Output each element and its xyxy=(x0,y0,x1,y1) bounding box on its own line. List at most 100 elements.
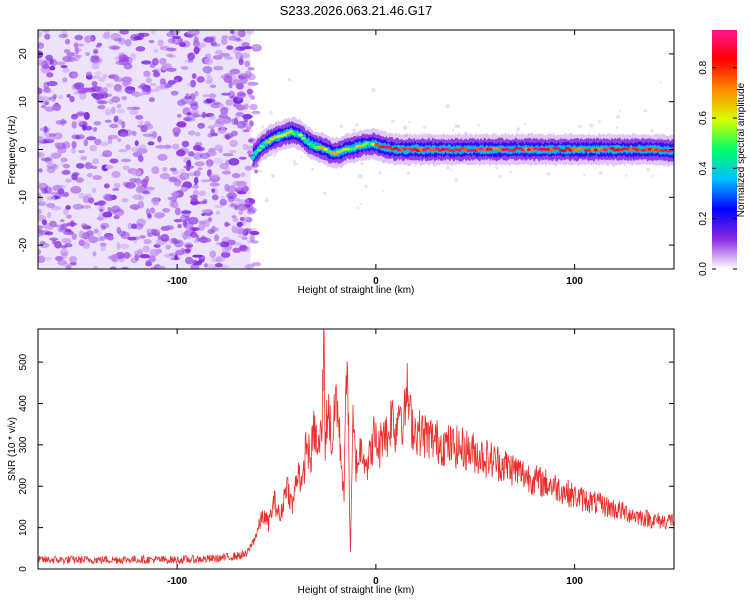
noise-speck xyxy=(583,174,586,177)
noise-blob xyxy=(38,225,43,232)
noise-blob xyxy=(187,130,196,136)
noise-blob xyxy=(55,120,63,125)
noise-blob xyxy=(137,155,144,163)
noise-blob xyxy=(187,33,193,39)
y-tick-label: 400 xyxy=(18,395,29,412)
colorbar-ramp xyxy=(712,30,737,269)
noise-speck xyxy=(352,128,357,133)
noise-blob xyxy=(71,173,78,181)
noise-blob xyxy=(247,209,256,215)
y-tick-label: 20 xyxy=(18,48,29,60)
noise-speck xyxy=(616,114,621,119)
ridge-core xyxy=(250,156,256,160)
noise-blob xyxy=(199,152,211,160)
snr-x-label: Height of straight line (km) xyxy=(298,585,415,596)
noise-blob xyxy=(242,129,250,133)
noise-blob xyxy=(53,152,62,157)
noise-blob xyxy=(176,149,186,157)
noise-blob xyxy=(61,120,67,124)
noise-blob xyxy=(91,63,100,70)
noise-blob xyxy=(188,151,195,157)
noise-blob xyxy=(43,59,54,65)
ridge-core xyxy=(555,147,561,151)
noise-blob xyxy=(61,237,72,244)
noise-speck xyxy=(454,124,459,128)
noise-blob xyxy=(238,58,244,66)
noise-blob xyxy=(215,210,221,215)
noise-blob xyxy=(60,157,68,163)
noise-blob xyxy=(53,132,63,140)
noise-blob xyxy=(180,97,190,105)
noise-blob xyxy=(181,210,192,214)
noise-blob xyxy=(99,208,104,213)
noise-speck xyxy=(261,125,264,129)
colorbar-ticks: 0.0 0.2 0.4 0.6 0.8 xyxy=(698,60,737,276)
noise-blob xyxy=(249,234,255,242)
noise-blob xyxy=(142,190,150,195)
noise-blob xyxy=(193,176,199,185)
noise-blob xyxy=(54,142,61,148)
noise-blob xyxy=(206,169,212,177)
noise-blob xyxy=(155,145,166,149)
noise-blob xyxy=(38,201,47,207)
noise-blob xyxy=(104,194,115,202)
colorbar-tick-label: 0.8 xyxy=(698,60,709,74)
noise-blob xyxy=(121,198,129,203)
noise-speck xyxy=(477,124,480,127)
noise-blob xyxy=(143,123,154,130)
noise-blob xyxy=(75,134,85,140)
noise-blob xyxy=(185,93,190,97)
noise-blob xyxy=(99,141,109,147)
noise-blob xyxy=(229,139,238,148)
y-tick-label: 100 xyxy=(18,519,29,536)
noise-blob xyxy=(97,104,106,110)
noise-blob xyxy=(181,209,191,218)
noise-blob xyxy=(242,216,249,221)
noise-blob xyxy=(133,250,143,256)
noise-blob xyxy=(111,106,116,115)
noise-blob xyxy=(64,38,71,45)
noise-blob xyxy=(152,69,159,73)
ridge-core xyxy=(580,147,586,151)
noise-blob xyxy=(139,253,151,259)
noise-blob xyxy=(181,40,191,48)
noise-blob xyxy=(60,245,68,249)
noise-blob xyxy=(157,235,162,240)
ridge-core xyxy=(323,147,329,151)
colorbar: 0.0 0.2 0.4 0.6 0.8 Normalized spectral ampl… xyxy=(698,30,747,276)
noise-blob xyxy=(165,244,172,250)
noise-blob xyxy=(44,101,49,106)
noise-blob xyxy=(102,211,113,218)
noise-blob xyxy=(236,221,243,228)
noise-blob xyxy=(225,98,234,106)
noise-blob xyxy=(247,73,256,81)
noise-blob xyxy=(99,242,107,247)
noise-blob xyxy=(209,175,221,183)
noise-blob xyxy=(113,182,121,189)
noise-blob xyxy=(162,208,170,213)
noise-speck xyxy=(339,124,344,129)
noise-blob xyxy=(236,186,242,191)
noise-blob xyxy=(134,223,144,230)
noise-blob xyxy=(56,184,67,189)
noise-blob xyxy=(197,150,203,158)
noise-blob xyxy=(38,208,42,215)
noise-blob xyxy=(218,113,229,119)
ridge-core xyxy=(282,133,287,137)
noise-speck xyxy=(406,171,410,175)
noise-speck xyxy=(650,128,654,133)
noise-blob xyxy=(84,125,93,131)
noise-blob xyxy=(244,198,250,204)
noise-blob xyxy=(98,77,106,82)
noise-blob xyxy=(77,88,88,94)
noise-blob xyxy=(206,75,214,84)
noise-blob xyxy=(192,259,198,266)
noise-blob xyxy=(102,150,113,158)
ridge-core xyxy=(310,143,316,147)
ridge-core xyxy=(511,148,516,152)
noise-blob xyxy=(202,66,213,74)
noise-blob xyxy=(226,45,234,50)
noise-speck xyxy=(454,178,458,183)
noise-blob xyxy=(111,205,121,213)
